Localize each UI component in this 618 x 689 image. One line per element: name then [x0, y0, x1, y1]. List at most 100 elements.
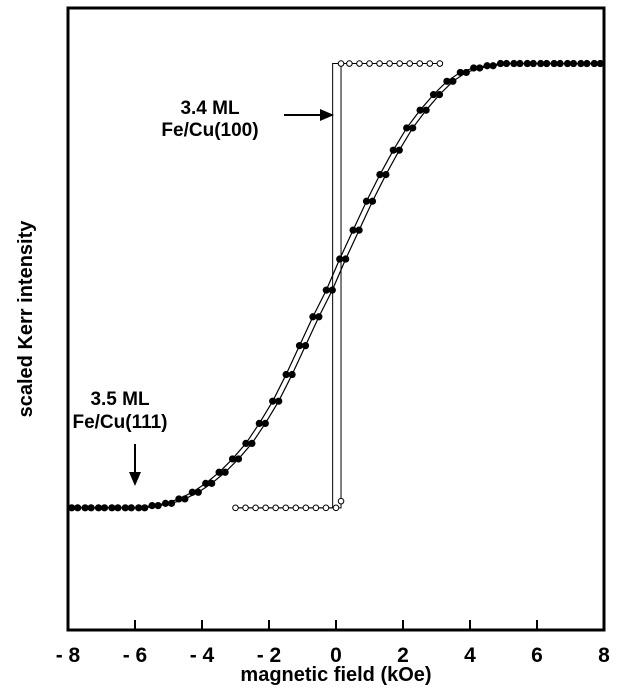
data-point — [429, 91, 438, 99]
data-point — [386, 60, 393, 67]
data-point — [309, 313, 317, 321]
loop-lines — [71, 62, 601, 509]
data-point — [416, 60, 424, 67]
data-point — [282, 504, 290, 512]
data-point — [406, 60, 414, 67]
data-point — [202, 479, 210, 487]
data-point — [272, 504, 280, 512]
data-point — [269, 397, 277, 405]
data-point — [516, 59, 524, 68]
data-point — [242, 504, 249, 512]
data-point — [94, 504, 103, 512]
x-tick-label: - 4 — [190, 644, 215, 667]
data-point — [292, 504, 300, 512]
annotation-text: Fe/Cu(100) — [161, 120, 258, 141]
data-point — [443, 77, 451, 85]
data-markers — [68, 59, 604, 512]
data-point — [502, 59, 511, 68]
data-point — [349, 226, 357, 234]
data-point — [188, 488, 196, 496]
x-tick-label: - 2 — [257, 644, 282, 667]
data-point — [342, 255, 350, 263]
arrow-head — [129, 472, 141, 486]
data-point — [175, 495, 183, 503]
data-point — [261, 419, 269, 428]
data-point — [181, 495, 189, 503]
data-point — [87, 504, 95, 512]
data-point — [228, 455, 237, 463]
data-point — [416, 106, 424, 114]
data-point — [596, 59, 604, 68]
data-point — [550, 59, 558, 68]
x-tick-label: 0 — [330, 644, 342, 667]
data-point — [232, 504, 239, 512]
data-point — [529, 59, 537, 68]
data-point — [403, 124, 411, 132]
data-point — [282, 370, 290, 379]
data-point — [295, 342, 304, 350]
data-point — [221, 468, 229, 476]
data-point — [389, 146, 397, 154]
data-point — [537, 59, 545, 68]
data-point — [355, 226, 363, 234]
data-point — [248, 439, 256, 447]
data-point — [422, 106, 430, 114]
data-point — [366, 60, 373, 67]
data-point — [563, 59, 572, 68]
data-point — [161, 499, 170, 507]
data-point — [396, 60, 403, 67]
data-point — [356, 60, 363, 67]
data-point — [108, 504, 116, 512]
data-point — [275, 397, 283, 405]
x-ticks: - 8 - 6 - 4 - 2 0 2 4 6 8 — [56, 620, 610, 667]
data-point — [328, 286, 336, 294]
data-point — [456, 68, 464, 77]
data-point — [234, 455, 243, 463]
data-point — [470, 64, 478, 72]
x-tick-label: - 8 — [56, 644, 81, 667]
data-point — [288, 370, 296, 379]
data-point — [346, 60, 353, 67]
data-point — [127, 504, 135, 512]
data-point — [510, 59, 518, 68]
data-point — [337, 60, 345, 67]
data-point — [215, 468, 223, 476]
data-point — [148, 502, 156, 510]
series-filled-line — [77, 62, 601, 509]
data-point — [436, 60, 444, 67]
x-tick-label: 2 — [397, 644, 409, 667]
data-point — [483, 62, 491, 70]
data-point — [395, 146, 403, 154]
arrow-head — [320, 109, 334, 121]
data-point — [315, 313, 323, 321]
data-point — [74, 504, 82, 512]
data-point — [376, 60, 383, 67]
data-point — [68, 504, 76, 512]
data-point — [337, 497, 345, 505]
data-point — [583, 59, 591, 68]
plot-frame — [66, 6, 606, 632]
data-point — [208, 479, 216, 487]
data-point — [569, 59, 578, 68]
x-tick-label: 8 — [598, 644, 610, 667]
data-point — [362, 197, 371, 205]
data-point — [556, 59, 564, 68]
data-point — [523, 59, 531, 68]
data-point — [489, 62, 497, 70]
data-point — [376, 171, 384, 179]
data-point — [194, 488, 202, 496]
data-point — [135, 504, 143, 512]
data-point — [496, 59, 505, 68]
data-point — [114, 504, 122, 512]
data-point — [252, 504, 259, 512]
data-point — [322, 504, 330, 512]
data-point — [154, 502, 162, 510]
x-axis-label: magnetic field (kOe) — [240, 664, 431, 686]
data-point — [242, 439, 250, 447]
data-point — [449, 77, 457, 85]
data-point — [426, 60, 434, 67]
data-point — [255, 419, 263, 428]
data-point — [121, 504, 129, 512]
